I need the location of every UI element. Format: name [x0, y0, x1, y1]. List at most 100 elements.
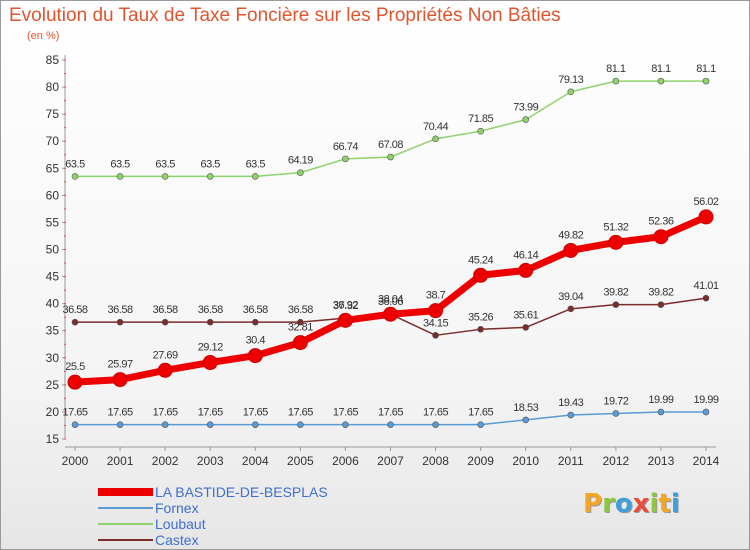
data-label: 34.15	[423, 317, 448, 329]
y-tick-label: 35	[46, 324, 60, 338]
data-point	[206, 318, 214, 326]
data-point	[477, 421, 484, 428]
data-label: 17.65	[108, 407, 133, 419]
data-point	[612, 301, 620, 308]
data-label: 81.1	[606, 63, 626, 75]
data-point	[702, 294, 710, 302]
data-label: 17.65	[468, 407, 493, 419]
data-label: 79.13	[558, 74, 583, 86]
data-label: 51.32	[603, 221, 628, 233]
data-label: 63.5	[246, 158, 266, 170]
data-label: 36.58	[243, 304, 268, 316]
data-point	[612, 410, 620, 417]
data-point	[522, 116, 530, 123]
x-tick-label: 2011	[558, 454, 584, 468]
unit-label: (en %)	[27, 30, 60, 42]
data-label: 32.81	[288, 322, 313, 334]
y-tick-label: 15	[46, 432, 60, 446]
data-label: 25.5	[65, 361, 85, 373]
data-label: 36.58	[62, 304, 87, 316]
data-label: 39.82	[603, 287, 628, 299]
data-label: 71.85	[468, 113, 493, 125]
data-label: 17.65	[243, 407, 268, 419]
y-tick-label: 45	[46, 270, 60, 284]
data-label: 19.99	[648, 394, 673, 406]
data-label: 17.65	[153, 407, 178, 419]
legend-label: Fornex	[155, 500, 199, 516]
data-point	[251, 318, 259, 326]
data-point	[297, 318, 304, 326]
data-point	[383, 306, 398, 322]
data-point	[432, 332, 439, 339]
legend-swatch	[98, 523, 153, 525]
legend-label: LA BASTIDE-DE-BESPLAS	[155, 484, 328, 500]
data-point	[518, 262, 534, 278]
x-tick-label: 2009	[467, 454, 494, 468]
data-point	[161, 173, 169, 180]
data-point	[387, 153, 394, 161]
data-label: 64.19	[288, 155, 313, 167]
data-point	[657, 408, 665, 416]
data-label: 52.36	[648, 216, 673, 228]
data-label: 49.82	[558, 229, 583, 241]
x-tick-label: 2002	[152, 454, 179, 468]
data-point	[702, 77, 710, 85]
data-label: 36.58	[153, 304, 178, 316]
data-point	[432, 135, 439, 143]
y-tick-label: 70	[46, 134, 60, 148]
data-point	[698, 209, 714, 225]
data-label: 18.53	[513, 402, 538, 414]
data-label: 36.58	[198, 304, 223, 316]
data-label: 25.97	[108, 359, 133, 371]
data-label: 39.04	[558, 291, 583, 303]
data-point	[206, 421, 214, 428]
data-point	[387, 421, 394, 428]
data-point	[342, 155, 349, 163]
data-point	[432, 421, 439, 428]
x-tick-label: 2003	[197, 454, 224, 468]
y-tick-label: 50	[46, 243, 60, 257]
data-label: 81.1	[696, 63, 716, 75]
y-tick-label: 75	[46, 107, 60, 121]
y-tick-label: 30	[46, 351, 60, 365]
data-label: 63.5	[201, 158, 221, 170]
data-point	[563, 242, 579, 258]
data-label: 17.65	[423, 407, 448, 419]
data-point	[657, 301, 665, 308]
data-point	[116, 318, 124, 326]
y-tick-label: 85	[46, 53, 60, 67]
data-label: 38.7	[426, 290, 446, 302]
y-tick-label: 60	[46, 188, 60, 202]
data-point	[297, 169, 304, 176]
data-point	[67, 374, 83, 390]
x-tick-label: 2008	[422, 454, 449, 468]
data-point	[342, 421, 349, 428]
data-point	[116, 173, 124, 180]
x-tick-label: 2006	[332, 454, 359, 468]
data-label: 45.24	[468, 254, 493, 266]
legend-swatch	[98, 488, 153, 496]
data-point	[292, 335, 308, 351]
data-point	[567, 88, 575, 96]
data-point	[473, 267, 489, 283]
data-point	[653, 229, 669, 245]
data-point	[567, 411, 575, 419]
data-point	[161, 318, 169, 326]
data-label: 36.58	[288, 304, 313, 316]
data-label: 38.06	[378, 296, 403, 308]
data-label: 19.99	[693, 394, 718, 406]
data-point	[522, 324, 530, 331]
data-point	[206, 173, 214, 180]
data-point	[247, 348, 263, 364]
data-label: 81.1	[651, 63, 671, 75]
data-label: 17.65	[62, 407, 87, 419]
data-point	[251, 421, 259, 428]
data-label: 30.4	[246, 335, 266, 347]
data-label: 36.92	[333, 299, 358, 311]
data-label: 56.02	[693, 196, 718, 208]
data-label: 73.99	[513, 102, 538, 114]
x-tick-label: 2004	[242, 454, 269, 468]
data-label: 66.74	[333, 141, 358, 153]
